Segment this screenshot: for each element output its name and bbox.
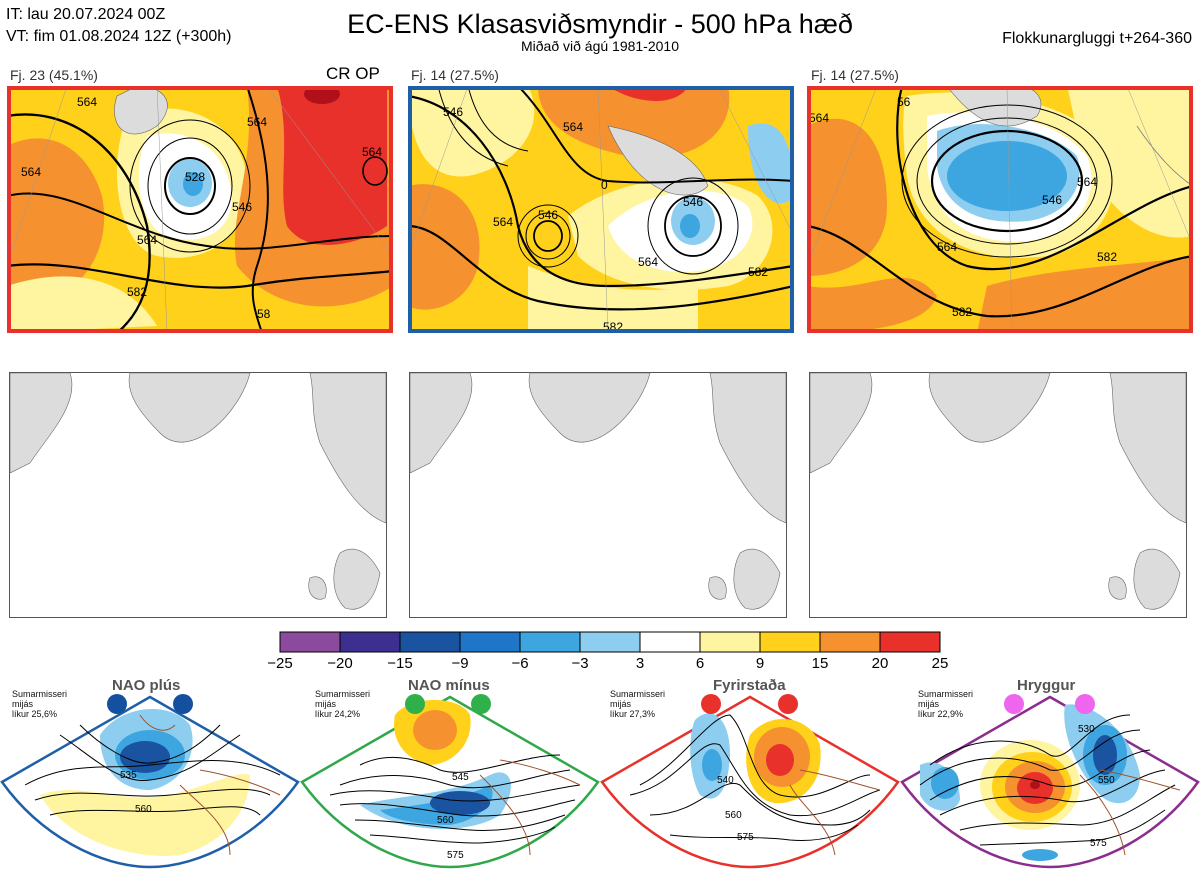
regime-name: NAO plús bbox=[112, 677, 181, 694]
contour-label: 564 bbox=[493, 215, 513, 229]
colorbar-swatch bbox=[879, 631, 941, 653]
valid-time: VT: fim 01.08.2024 12Z (+300h) bbox=[6, 28, 232, 45]
contour-label: 535 bbox=[120, 770, 137, 781]
regime-nao-minus: 545 560 575 NAO mínus Sumarmisseri mijás l… bbox=[300, 675, 600, 871]
contour-label: 546 bbox=[538, 208, 558, 222]
contour-label: 575 bbox=[737, 832, 754, 843]
contour-label: 546 bbox=[683, 195, 703, 209]
contour-label: 582 bbox=[952, 305, 972, 319]
contour-label: 564 bbox=[137, 233, 157, 247]
colorbar-tick-label: −6 bbox=[511, 655, 529, 672]
initial-time: IT: lau 20.07.2024 00Z bbox=[6, 6, 166, 23]
cluster-border-1 bbox=[7, 86, 393, 333]
contour-label: 58 bbox=[257, 307, 271, 321]
regime-info: Sumarmisseri mijás líkur 25,6% bbox=[12, 689, 68, 719]
panel-1-label: Fj. 23 (45.1%) bbox=[10, 67, 98, 83]
contour-label: 0 bbox=[601, 178, 608, 192]
regime-blocking: 540 560 575 Fyrirstaða Sumarmisseri mijás… bbox=[600, 675, 900, 871]
empty-map-1 bbox=[9, 372, 387, 618]
colorbar-tick-label: −25 bbox=[267, 655, 293, 672]
colorbar-tick-label: −3 bbox=[571, 655, 589, 672]
regime-name: NAO mínus bbox=[408, 677, 490, 694]
regime-name: Hryggur bbox=[1017, 677, 1076, 694]
regime-dot bbox=[107, 694, 127, 714]
colorbar-tick-label: −15 bbox=[387, 655, 413, 672]
page-title: EC-ENS Klasasviðsmyndir - 500 hPa hæð bbox=[347, 9, 853, 39]
panel-1-tag: CR OP bbox=[326, 64, 380, 83]
colorbar-tick-label: 20 bbox=[871, 655, 889, 672]
colorbar-swatch bbox=[279, 631, 341, 653]
colorbar-swatch bbox=[699, 631, 761, 653]
panel-3-label: Fj. 14 (27.5%) bbox=[811, 67, 899, 83]
regime-nao-plus: 535 560 NAO plús Sumarmisseri mijás líkur … bbox=[0, 675, 300, 871]
cluster-border-2 bbox=[408, 86, 794, 333]
cluster-border-3 bbox=[807, 86, 1193, 333]
contour-label: 546 bbox=[1042, 193, 1062, 207]
colorbar bbox=[279, 631, 941, 653]
header-times: IT: lau 20.07.2024 00Z VT: fim 01.08.202… bbox=[6, 4, 231, 48]
regime-dot bbox=[405, 694, 425, 714]
contour-label: 546 bbox=[443, 105, 463, 119]
colorbar-tick-label: −9 bbox=[451, 655, 469, 672]
contour-label: 564 bbox=[21, 165, 41, 179]
contour-label: 564 bbox=[1077, 175, 1097, 189]
panel-2-label: Fj. 14 (27.5%) bbox=[411, 67, 499, 83]
colorbar-swatch bbox=[759, 631, 821, 653]
colorbar-tick-label: −20 bbox=[327, 655, 353, 672]
contour-label: 575 bbox=[447, 850, 464, 861]
contour-label: 550 bbox=[1098, 775, 1115, 786]
contour-label: 545 bbox=[452, 772, 469, 783]
colorbar-tick-label: 9 bbox=[755, 655, 765, 672]
contour-label: 564 bbox=[638, 255, 658, 269]
colorbar-tick-label: 15 bbox=[811, 655, 829, 672]
empty-map-3 bbox=[809, 372, 1187, 618]
colorbar-swatch bbox=[459, 631, 521, 653]
contour-label: 564 bbox=[247, 115, 267, 129]
contour-label: 575 bbox=[1090, 838, 1107, 849]
contour-label: 56 bbox=[897, 95, 911, 109]
contour-label: 560 bbox=[437, 815, 454, 826]
cluster-map-2: 546 564 546 564 546 564 582 0 582 bbox=[408, 86, 794, 333]
contour-label: 564 bbox=[937, 240, 957, 254]
page-subtitle: Miðað við ágú 1981-2010 bbox=[520, 38, 679, 54]
colorbar-swatch bbox=[639, 631, 701, 653]
contour-label: 530 bbox=[1078, 724, 1095, 735]
cluster-window: Flokkunargluggi t+264-360 bbox=[1002, 30, 1192, 47]
regime-dot bbox=[1004, 694, 1024, 714]
regime-dot bbox=[173, 694, 193, 714]
empty-map-2 bbox=[409, 372, 787, 618]
contour-label: 582 bbox=[1097, 250, 1117, 264]
contour-label: 546 bbox=[232, 200, 252, 214]
regime-dot bbox=[778, 694, 798, 714]
colorbar-tick-label: 6 bbox=[695, 655, 705, 672]
contour-label: 560 bbox=[135, 804, 152, 815]
cluster-map-1: 564 564 564 564 582 528 546 564 58 bbox=[7, 86, 393, 333]
regime-info: Sumarmisseri mijás líkur 22,9% bbox=[918, 689, 974, 719]
colorbar-swatch bbox=[819, 631, 881, 653]
regime-ridge: 530 550 575 Hryggur Sumarmisseri mijás lík… bbox=[900, 675, 1200, 871]
regime-info: Sumarmisseri mijás líkur 24,2% bbox=[315, 689, 371, 719]
contour-label: 564 bbox=[77, 95, 97, 109]
contour-label: 564 bbox=[362, 145, 382, 159]
colorbar-swatch bbox=[399, 631, 461, 653]
contour-label: 582 bbox=[748, 265, 768, 279]
contour-label: 564 bbox=[809, 111, 829, 125]
regime-dot bbox=[701, 694, 721, 714]
colorbar-tick-label: 25 bbox=[931, 655, 949, 672]
colorbar-tick-label: 3 bbox=[635, 655, 645, 672]
cluster-map-3: 56 564 546 564 564 582 582 bbox=[807, 86, 1193, 333]
regime-info: Sumarmisseri mijás líkur 27,3% bbox=[610, 689, 666, 719]
contour-label: 560 bbox=[725, 810, 742, 821]
colorbar-swatch bbox=[339, 631, 401, 653]
contour-label: 564 bbox=[563, 120, 583, 134]
colorbar-swatch bbox=[519, 631, 581, 653]
regime-dot bbox=[1075, 694, 1095, 714]
regime-name: Fyrirstaða bbox=[713, 677, 786, 694]
colorbar-swatch bbox=[579, 631, 641, 653]
contour-label: 540 bbox=[717, 775, 734, 786]
contour-label: 528 bbox=[185, 170, 205, 184]
contour-label: 582 bbox=[127, 285, 147, 299]
regime-dot bbox=[471, 694, 491, 714]
